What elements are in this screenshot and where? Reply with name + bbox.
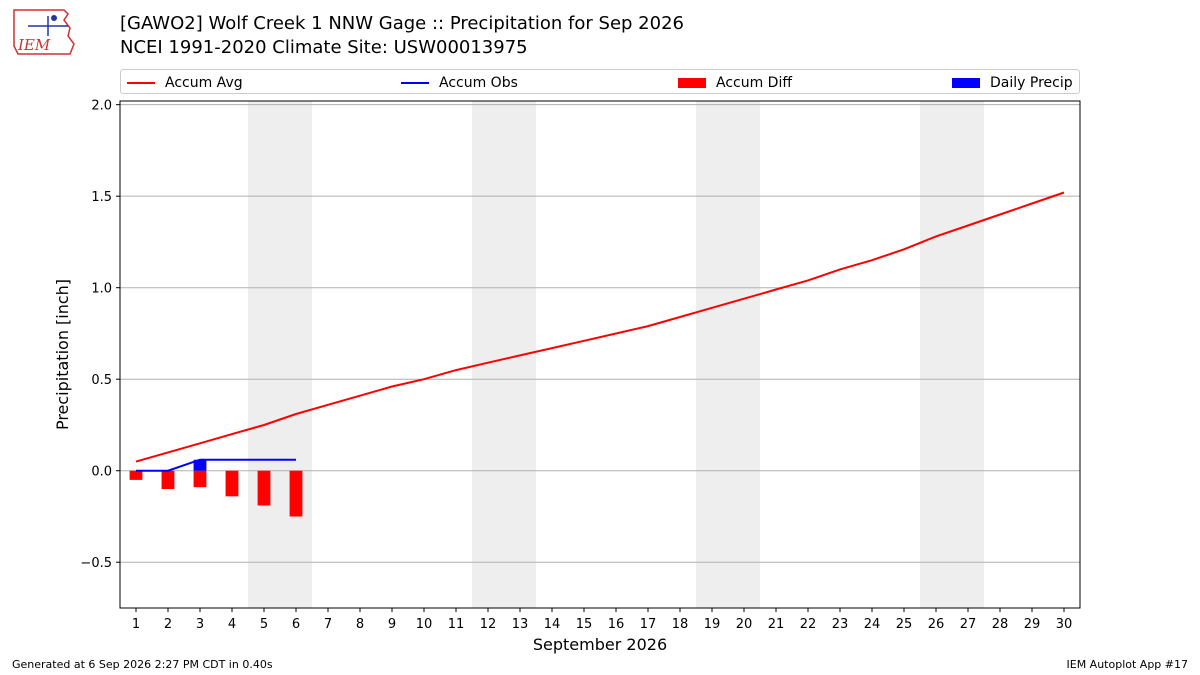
x-tick-label: 22 [800,617,817,632]
footer-app: IEM Autoplot App #17 [1066,658,1189,671]
legend: Accum Avg Accum Obs Accum Diff Daily Pre… [120,69,1080,94]
x-tick-label: 5 [260,617,268,632]
accum-diff-bar-day-4 [225,470,239,497]
x-tick-label: 14 [544,617,561,632]
legend-swatch-daily-precip [952,77,980,88]
iem-logo: IEM [13,9,75,55]
weekend-shade-day-12 [472,101,504,608]
x-tick-label: 16 [608,617,625,632]
legend-swatch-accum-avg [127,81,155,84]
weekend-shade-day-5 [248,101,280,608]
accum-diff-bar-day-5 [257,470,271,506]
x-tick-label: 13 [512,617,529,632]
x-tick-label: 11 [448,617,465,632]
x-tick-label: 21 [768,617,785,632]
x-tick-label: 30 [1056,617,1073,632]
x-tick-label: 17 [640,617,657,632]
x-tick-label: 26 [928,617,945,632]
x-tick-label: 20 [736,617,753,632]
weekend-shade-day-6 [280,101,312,608]
weekend-shade-day-27 [952,101,984,608]
legend-item-accum-obs: Accum Obs [401,70,518,95]
accum-diff-bar-day-2 [161,470,175,490]
x-tick-label: 23 [832,617,849,632]
accum-avg-line [135,191,1065,463]
x-tick-label: 9 [388,617,396,632]
title-line-2: NCEI 1991-2020 Climate Site: USW00013975 [120,37,528,58]
legend-swatch-accum-diff [678,77,706,88]
weekend-shade-day-19 [696,101,728,608]
y-tick-label: 1.0 [91,282,112,297]
x-tick-label: 8 [356,617,364,632]
x-tick-label: 27 [960,617,977,632]
y-tick-label: 0.0 [91,465,112,480]
x-tick-label: 25 [896,617,913,632]
legend-swatch-accum-obs [401,81,429,84]
legend-label-accum-obs: Accum Obs [439,74,518,91]
accum-obs-line [136,458,296,472]
x-tick-label: 4 [228,617,236,632]
x-tick-label: 24 [864,617,881,632]
legend-item-accum-diff: Accum Diff [678,70,792,95]
x-tick-label: 3 [196,617,204,632]
legend-label-daily-precip: Daily Precip [990,74,1073,91]
legend-label-accum-diff: Accum Diff [716,74,793,91]
accum-diff-bar-day-1 [129,470,143,480]
legend-label-accum-avg: Accum Avg [165,74,243,91]
x-tick-label: 2 [164,617,172,632]
footer-generated: Generated at 6 Sep 2026 2:27 PM CDT in 0… [12,658,273,671]
daily-precip-bar-day-3 [193,459,207,471]
x-tick-label: 1 [132,617,140,632]
legend-item-accum-avg: Accum Avg [127,70,243,95]
chart-title: [GAWO2] Wolf Creek 1 NNW Gage :: Precipi… [120,12,684,60]
x-tick-label: 29 [1024,617,1041,632]
x-tick-label: 15 [576,617,593,632]
y-tick-label: −0.5 [80,556,112,571]
x-tick-label: 19 [704,617,721,632]
accum-diff-bar-day-3 [193,470,207,488]
x-tick-label: 18 [672,617,689,632]
y-tick-label: 2.0 [91,99,112,114]
legend-item-daily-precip: Daily Precip [952,70,1073,95]
x-tick-label: 7 [324,617,332,632]
logo-text: IEM [17,36,51,54]
y-tick-label: 0.5 [91,373,112,388]
accum-diff-bar-day-6 [289,470,303,517]
y-axis-label: Precipitation [inch] [53,279,72,430]
x-tick-label: 28 [992,617,1009,632]
x-tick-label: 12 [480,617,497,632]
x-tick-label: 6 [292,617,300,632]
weekend-shade-day-26 [920,101,952,608]
weekend-shade-day-20 [728,101,760,608]
y-tick-label: 1.5 [91,190,112,205]
title-line-1: [GAWO2] Wolf Creek 1 NNW Gage :: Precipi… [120,13,684,34]
plot-frame [119,100,1081,609]
x-tick-label: 10 [416,617,433,632]
x-axis-label: September 2026 [533,635,667,654]
